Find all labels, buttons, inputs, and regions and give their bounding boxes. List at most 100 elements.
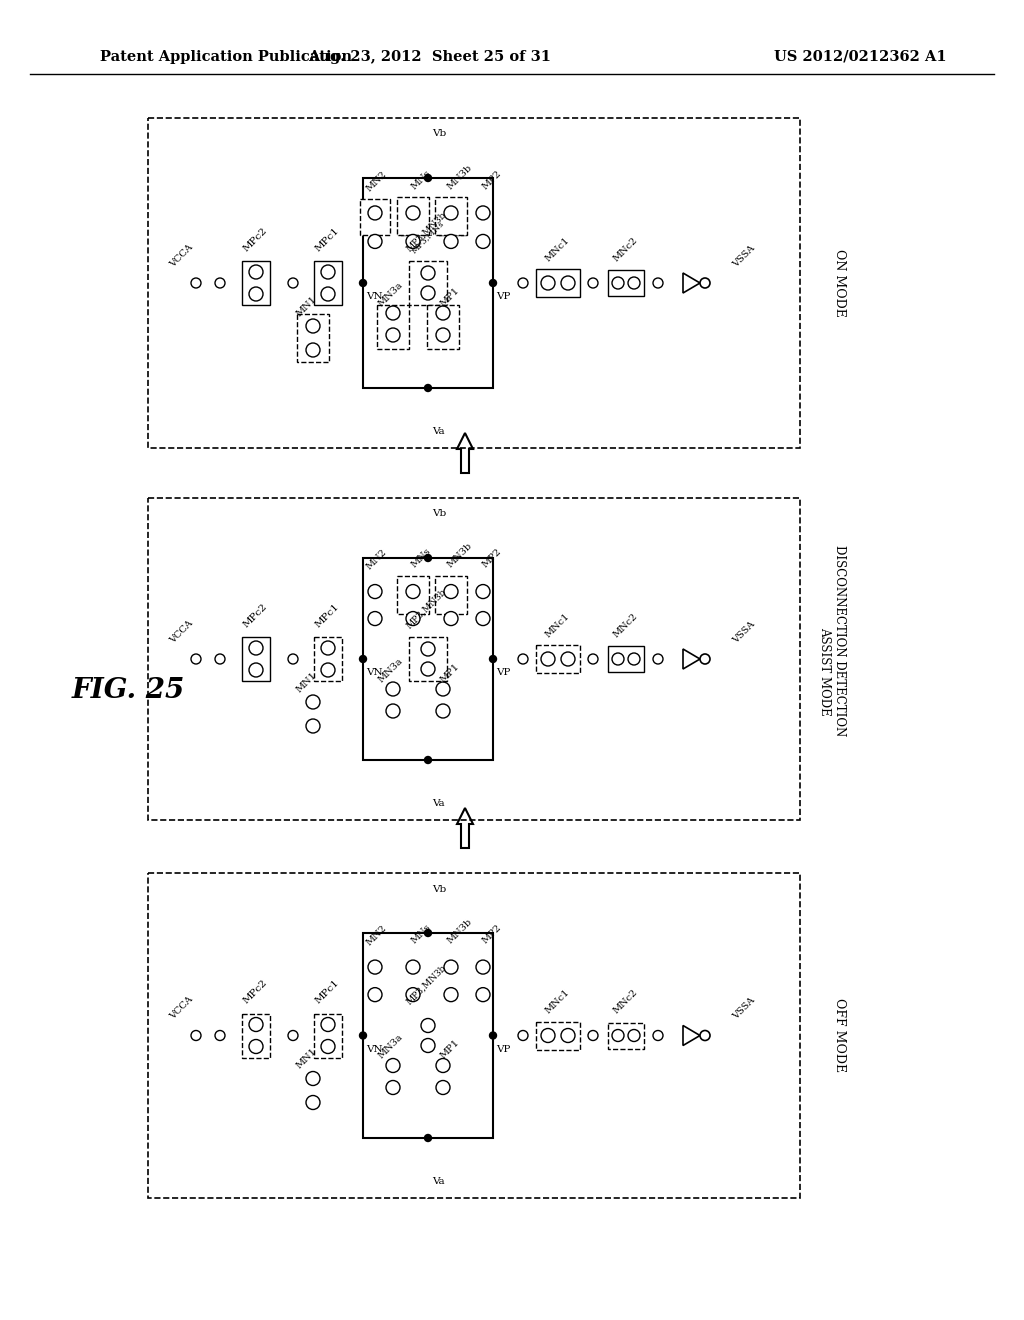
Circle shape bbox=[321, 642, 335, 655]
Circle shape bbox=[191, 653, 201, 664]
Circle shape bbox=[306, 1072, 319, 1085]
Circle shape bbox=[421, 663, 435, 676]
Text: MPc2: MPc2 bbox=[242, 978, 269, 1006]
Circle shape bbox=[612, 653, 624, 665]
Circle shape bbox=[700, 279, 710, 288]
Circle shape bbox=[518, 1031, 528, 1040]
Circle shape bbox=[215, 1031, 225, 1040]
Circle shape bbox=[215, 653, 225, 664]
Circle shape bbox=[359, 656, 367, 663]
Text: MNc1: MNc1 bbox=[544, 235, 571, 263]
Circle shape bbox=[421, 1039, 435, 1052]
Circle shape bbox=[436, 1059, 450, 1072]
Text: MNs: MNs bbox=[410, 546, 433, 569]
Text: MP3,MN3b: MP3,MN3b bbox=[406, 587, 449, 631]
Circle shape bbox=[444, 960, 458, 974]
Text: MPc1: MPc1 bbox=[314, 226, 341, 253]
Text: MP3,MN3b: MP3,MN3b bbox=[406, 210, 449, 253]
Text: Va: Va bbox=[432, 1177, 444, 1187]
Bar bbox=[436, 199, 466, 235]
Bar bbox=[297, 314, 329, 362]
Circle shape bbox=[421, 286, 435, 300]
Circle shape bbox=[489, 280, 497, 286]
Circle shape bbox=[406, 206, 420, 220]
Circle shape bbox=[425, 756, 431, 763]
Text: Aug. 23, 2012  Sheet 25 of 31: Aug. 23, 2012 Sheet 25 of 31 bbox=[308, 50, 552, 63]
Circle shape bbox=[588, 653, 598, 664]
Circle shape bbox=[425, 384, 431, 392]
Circle shape bbox=[476, 611, 490, 626]
Circle shape bbox=[306, 343, 319, 356]
Circle shape bbox=[306, 319, 319, 333]
Text: MN1: MN1 bbox=[295, 671, 318, 694]
Text: VP: VP bbox=[496, 292, 510, 301]
Circle shape bbox=[476, 585, 490, 598]
Circle shape bbox=[386, 682, 400, 696]
Circle shape bbox=[306, 696, 319, 709]
Bar bbox=[360, 199, 390, 235]
Text: OFF MODE: OFF MODE bbox=[834, 998, 847, 1073]
Text: VP: VP bbox=[496, 668, 510, 677]
Circle shape bbox=[406, 611, 420, 626]
Circle shape bbox=[541, 652, 555, 667]
Circle shape bbox=[628, 1030, 640, 1041]
Circle shape bbox=[368, 206, 382, 220]
Text: MPc2: MPc2 bbox=[242, 226, 269, 253]
Text: ASSIST MODE: ASSIST MODE bbox=[818, 627, 831, 715]
Circle shape bbox=[321, 286, 335, 301]
Bar bbox=[435, 197, 467, 235]
Circle shape bbox=[321, 663, 335, 677]
Bar bbox=[409, 261, 447, 305]
Text: MN1: MN1 bbox=[295, 1047, 318, 1071]
Text: MN3b: MN3b bbox=[446, 916, 474, 945]
Text: MNc2: MNc2 bbox=[612, 987, 640, 1015]
Bar bbox=[536, 645, 580, 673]
Circle shape bbox=[518, 653, 528, 664]
Circle shape bbox=[249, 642, 263, 655]
Text: MNc2: MNc2 bbox=[612, 235, 640, 263]
Text: MN2: MN2 bbox=[365, 169, 389, 193]
Text: VSSA: VSSA bbox=[731, 619, 757, 645]
Circle shape bbox=[436, 327, 450, 342]
Circle shape bbox=[249, 1018, 263, 1031]
Text: MNs: MNs bbox=[410, 168, 433, 191]
Circle shape bbox=[288, 653, 298, 664]
Text: MN3a: MN3a bbox=[377, 1032, 406, 1060]
Circle shape bbox=[561, 652, 575, 667]
Circle shape bbox=[476, 987, 490, 1002]
Bar bbox=[314, 261, 342, 305]
Text: Va: Va bbox=[432, 428, 444, 437]
Circle shape bbox=[368, 585, 382, 598]
Text: Patent Application Publication: Patent Application Publication bbox=[100, 50, 352, 63]
Circle shape bbox=[368, 611, 382, 626]
Circle shape bbox=[653, 279, 663, 288]
Circle shape bbox=[436, 682, 450, 696]
Bar bbox=[148, 117, 800, 447]
Text: MP2: MP2 bbox=[481, 169, 504, 191]
Text: MNc1: MNc1 bbox=[544, 611, 571, 639]
Circle shape bbox=[444, 585, 458, 598]
Text: VN: VN bbox=[366, 1044, 383, 1053]
Circle shape bbox=[700, 653, 710, 664]
Circle shape bbox=[444, 987, 458, 1002]
Bar bbox=[409, 638, 447, 681]
Circle shape bbox=[653, 1031, 663, 1040]
Bar bbox=[242, 1014, 270, 1057]
Circle shape bbox=[588, 279, 598, 288]
Circle shape bbox=[306, 719, 319, 733]
Bar bbox=[314, 1014, 342, 1057]
Text: MP1: MP1 bbox=[439, 661, 462, 684]
Circle shape bbox=[476, 206, 490, 220]
Circle shape bbox=[386, 1059, 400, 1072]
Circle shape bbox=[386, 306, 400, 319]
Circle shape bbox=[386, 327, 400, 342]
Circle shape bbox=[306, 1096, 319, 1110]
Circle shape bbox=[359, 280, 367, 286]
Circle shape bbox=[359, 1032, 367, 1039]
Text: MN3a: MN3a bbox=[377, 656, 406, 684]
Text: MN2: MN2 bbox=[365, 923, 389, 946]
Circle shape bbox=[249, 663, 263, 677]
Bar bbox=[148, 498, 800, 820]
Text: MN1: MN1 bbox=[295, 294, 318, 318]
Bar bbox=[608, 645, 644, 672]
